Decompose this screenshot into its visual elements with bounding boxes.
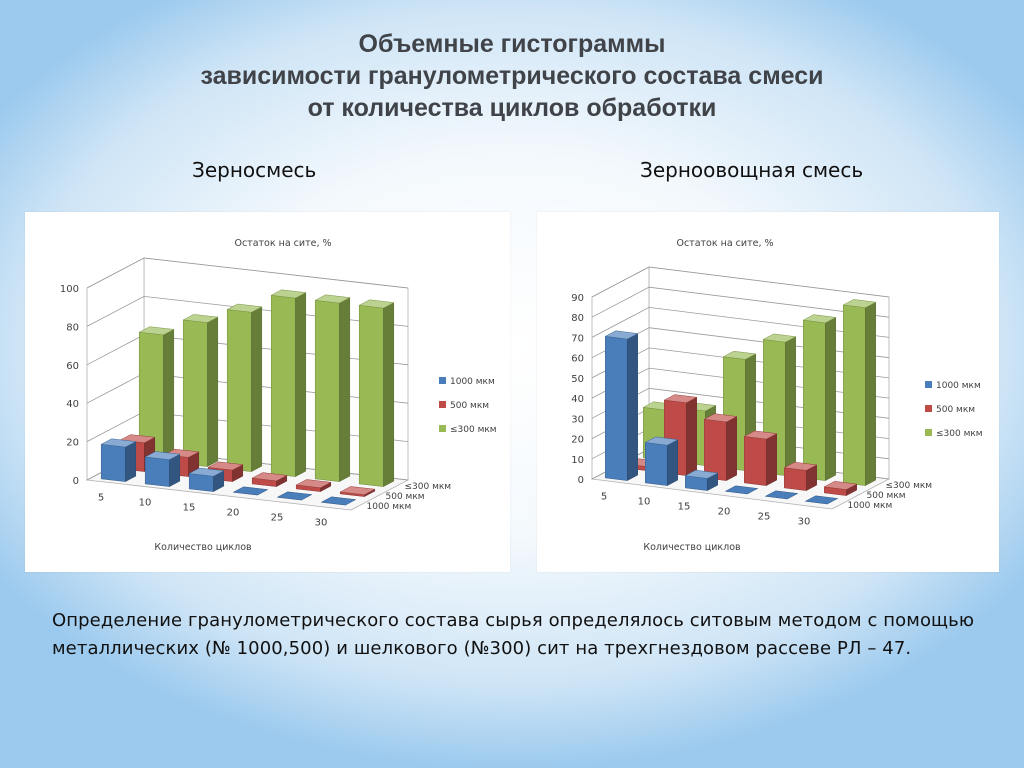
bar [724,485,759,495]
legend-swatch [925,405,932,412]
title-line-2: зависимости гранулометрического состава … [200,62,824,90]
depth-tick-label: 500 мкм [386,492,425,502]
bar [182,314,219,468]
y-tick-label: 10 [571,455,584,466]
depth-tick-label: 1000 мкм [367,502,412,512]
bar [339,486,376,498]
legend-label: 1000 мкм [450,377,495,387]
x-tick-label: 30 [315,518,328,529]
x-tick-label: 20 [718,507,731,518]
x-tick-label: 30 [798,517,811,528]
chart-title: Остаток на сите, % [234,238,331,249]
plot-area: 0 10 20 30 40 50 60 70 80 90 5 10 15 20 25 30 ≤300 мкм50… [571,266,933,528]
method-description: Определение гранулометрического состава … [52,610,975,659]
x-tick-label: 5 [601,492,607,503]
y-tick-label: 20 [66,438,79,449]
bar [270,289,307,478]
gridline [591,266,890,298]
y-tick-label: 100 [60,284,79,295]
bar [144,451,181,488]
bar [138,326,175,463]
legend-swatch [439,401,446,408]
bar [743,430,778,487]
bar [684,469,719,492]
depth-tick-label: 500 мкм [867,491,906,501]
x-tick-label: 5 [98,493,104,504]
bar [644,436,679,487]
chart-2-subtitle: Зерноовощная смесь [640,158,864,182]
x-tick-label: 25 [271,513,284,524]
x-tick-label: 10 [139,498,152,509]
legend-swatch [925,429,932,436]
y-tick-label: 70 [571,333,584,344]
y-tick-label: 80 [66,322,79,333]
page-title: Объемные гистограммы зависимости грануло… [0,28,1024,124]
bar [764,490,799,500]
x-tick-label: 15 [678,502,691,513]
bar [251,472,288,488]
legend-label: ≤300 мкм [450,425,497,435]
legend-label: 500 мкм [450,401,489,411]
legend: 1000 мкм 500 мкм ≤300 мкм [925,381,983,439]
legend-swatch [439,425,446,432]
depth-tick-label: ≤300 мкм [405,482,452,492]
depth-tick-label: ≤300 мкм [886,481,933,491]
x-tick-label: 20 [227,508,240,519]
x-tick-label: 10 [638,497,651,508]
bar [604,330,639,482]
y-tick-label: 20 [571,435,584,446]
x-axis-label: Количество циклов [643,542,741,553]
y-tick-label: 40 [66,399,79,410]
bar [226,303,263,473]
bar [802,314,837,482]
y-tick-label: 60 [66,361,79,372]
bar [358,299,395,488]
bar [276,491,313,501]
legend-swatch [925,381,932,388]
y-tick-label: 50 [571,374,584,385]
legend: 1000 мкм 500 мкм ≤300 мкм [439,377,497,435]
bar [703,413,738,482]
legend-label: 500 мкм [936,405,975,415]
bar [320,496,357,506]
gridline [591,286,890,318]
legend-label: ≤300 мкм [936,429,983,439]
chart-2-panel: 0 10 20 30 40 50 60 70 80 90 5 10 15 20 25 30 ≤300 мкм 50… [537,212,999,572]
y-tick-label: 0 [578,475,584,486]
y-tick-label: 0 [73,476,79,487]
y-tick-label: 90 [571,293,584,304]
y-tick-label: 80 [571,313,584,324]
chart-1-subtitle: Зерносмесь [192,158,317,182]
y-tick-label: 40 [571,394,584,405]
x-tick-label: 25 [758,512,771,523]
x-tick-label: 15 [183,503,196,514]
bar [783,461,818,492]
depth-tick-label: 1000 мкм [848,501,893,511]
title-line-1: Объемные гистограммы [358,30,666,58]
bar [232,486,269,496]
y-tick-label: 60 [571,354,584,365]
gridline [86,257,409,289]
title-line-3: от количества циклов обработки [307,94,717,122]
bar [100,438,137,483]
bar [804,495,839,505]
bar [188,467,225,493]
bar [842,299,877,487]
bar [823,481,858,497]
chart-1-panel: 0 20 40 60 80 100 5 10 15 20 25 30 ≤300 мкм 500 мкм 10… [25,212,510,572]
bar [314,294,351,483]
legend-label: 1000 мкм [936,381,981,391]
legend-swatch [439,377,446,384]
y-tick-label: 30 [571,414,584,425]
x-axis-label: Количество циклов [154,542,252,553]
chart-title: Остаток на сите, % [676,238,773,249]
bar [295,479,332,493]
